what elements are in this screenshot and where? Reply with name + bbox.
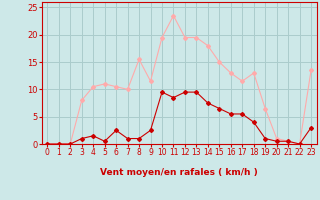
X-axis label: Vent moyen/en rafales ( km/h ): Vent moyen/en rafales ( km/h ) [100, 168, 258, 177]
